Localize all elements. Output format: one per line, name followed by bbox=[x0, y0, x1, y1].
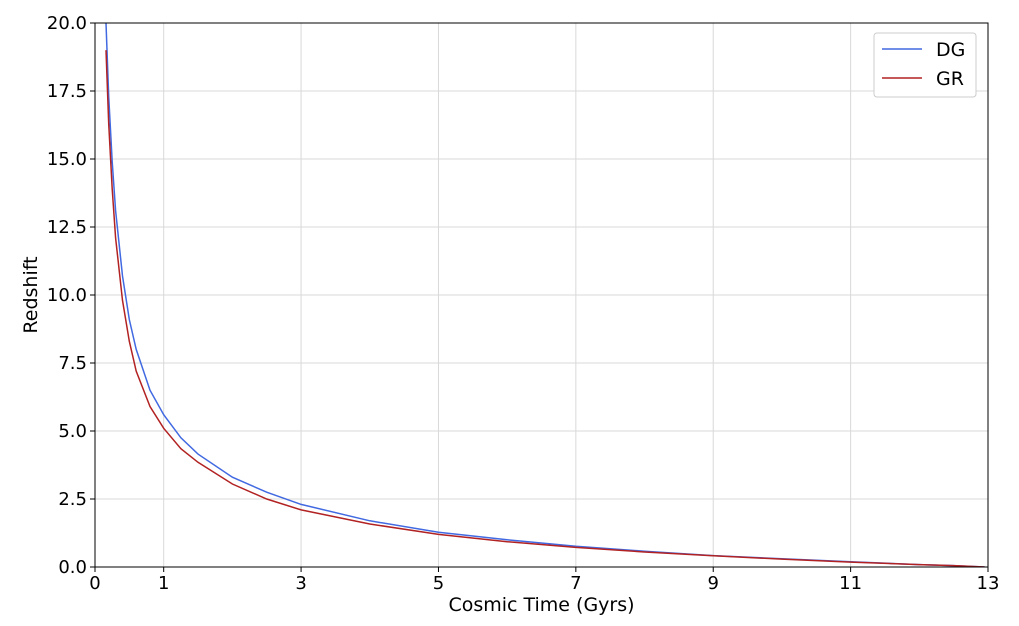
legend-label-gr: GR bbox=[936, 68, 964, 90]
x-tick-label: 13 bbox=[977, 573, 1000, 594]
x-tick-label: 1 bbox=[158, 573, 169, 594]
y-tick-label: 0.0 bbox=[58, 557, 87, 578]
y-tick-label: 10.0 bbox=[47, 285, 87, 306]
y-tick-label: 20.0 bbox=[47, 13, 87, 34]
series-lines bbox=[105, 23, 985, 567]
x-tick-label: 7 bbox=[570, 573, 581, 594]
y-tick-label: 12.5 bbox=[47, 217, 87, 238]
x-axis-title: Cosmic Time (Gyrs) bbox=[448, 594, 634, 616]
y-tick-label: 17.5 bbox=[47, 81, 87, 102]
x-tick-label: 3 bbox=[295, 573, 306, 594]
x-tick-label: 0 bbox=[89, 573, 100, 594]
legend-label-dg: DG bbox=[936, 39, 965, 61]
legend: DG GR bbox=[873, 32, 977, 98]
y-tick-label: 7.5 bbox=[58, 353, 87, 374]
grid bbox=[94, 22, 989, 568]
x-tick-label: 9 bbox=[708, 573, 719, 594]
y-axis-title: Redshift bbox=[20, 256, 42, 333]
series-line-gr bbox=[105, 50, 985, 567]
x-tick-label: 5 bbox=[433, 573, 444, 594]
y-tick-label: 2.5 bbox=[58, 489, 87, 510]
y-tick-label: 5.0 bbox=[58, 421, 87, 442]
x-tick-label: 11 bbox=[839, 573, 862, 594]
y-tick-label: 15.0 bbox=[47, 149, 87, 170]
ticks: 0 1 3 5 7 9 11 130.02.55.07.510.012.515.017.520… bbox=[47, 13, 1000, 594]
